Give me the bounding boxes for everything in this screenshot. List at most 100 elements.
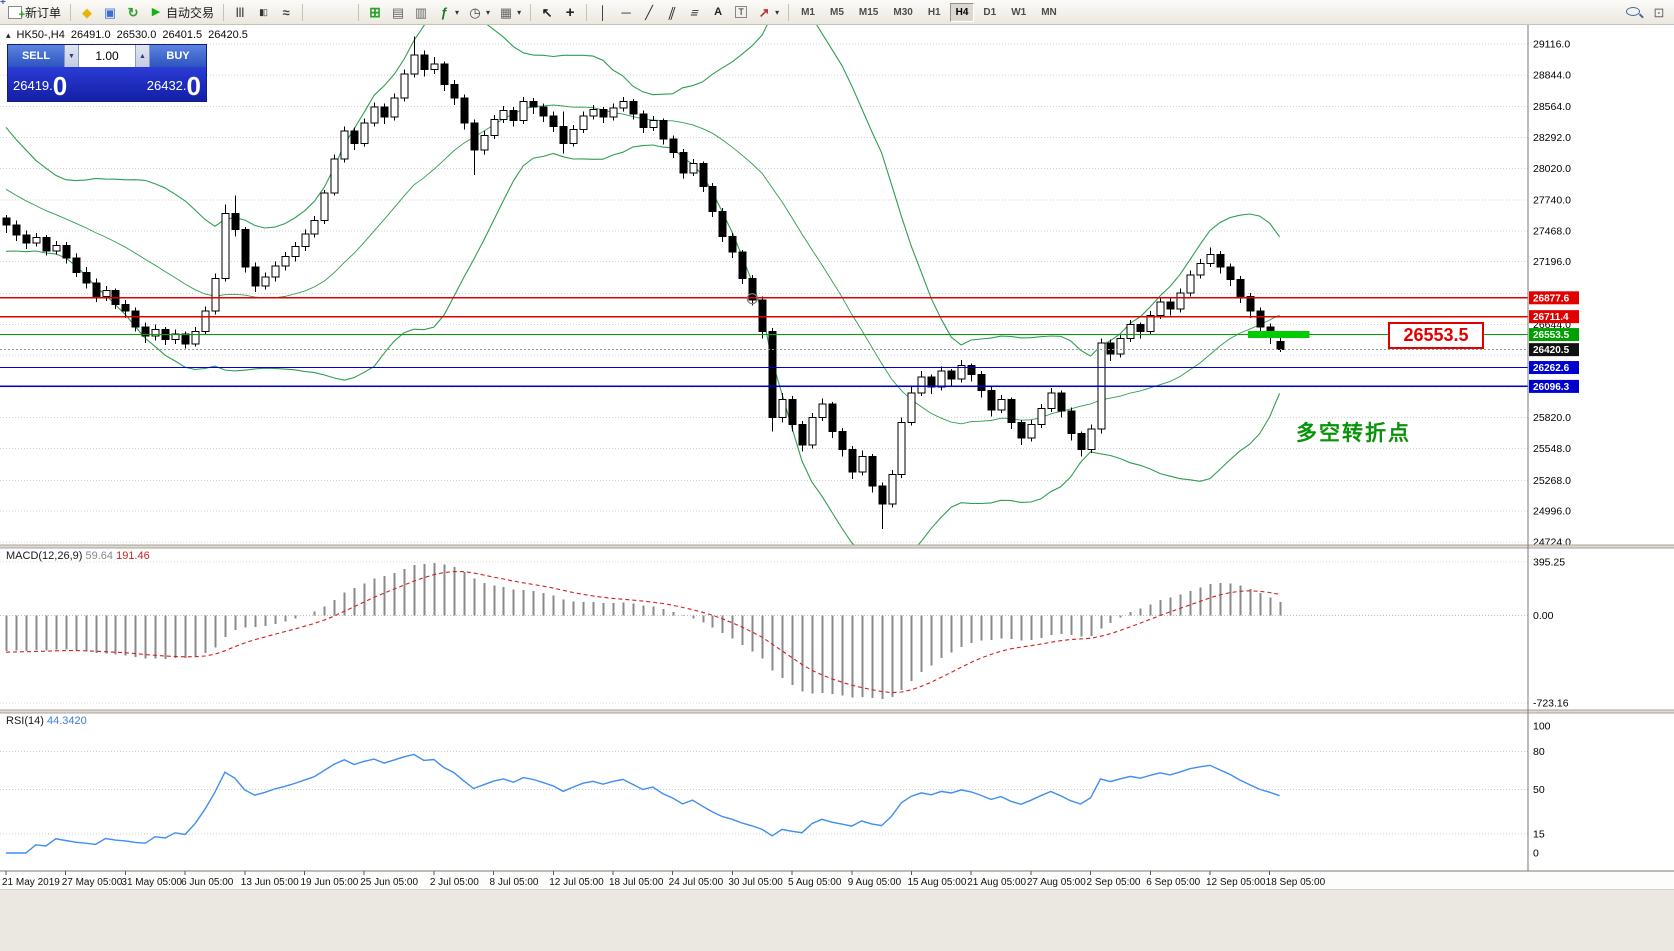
periods-button[interactable] bbox=[464, 2, 494, 23]
svg-text:31 May 05:00: 31 May 05:00 bbox=[121, 877, 182, 888]
candle-chart-button[interactable] bbox=[252, 2, 274, 23]
profiles-button[interactable] bbox=[410, 2, 432, 23]
vertical-line-button[interactable] bbox=[592, 2, 614, 23]
svg-text:21 Aug 05:00: 21 Aug 05:00 bbox=[967, 877, 1026, 888]
svg-text:19 Jun 05:00: 19 Jun 05:00 bbox=[301, 877, 359, 888]
price-tag: 26262.6 bbox=[1529, 361, 1579, 375]
svg-text:30 Jul 05:00: 30 Jul 05:00 bbox=[728, 877, 783, 888]
chevron-down-icon bbox=[517, 8, 521, 17]
turning-point-annotation[interactable]: 多空转折点 bbox=[1296, 422, 1411, 445]
text-icon bbox=[711, 5, 725, 20]
sell-price[interactable]: 26419. 0 bbox=[13, 71, 68, 101]
svg-text:26262.6: 26262.6 bbox=[1533, 363, 1570, 374]
svg-text:8 Jul 05:00: 8 Jul 05:00 bbox=[490, 877, 539, 888]
macd-histogram bbox=[5, 562, 1282, 700]
svg-text:6 Jun 05:00: 6 Jun 05:00 bbox=[181, 877, 234, 888]
svg-text:25 Jun 05:00: 25 Jun 05:00 bbox=[360, 877, 418, 888]
line-chart-button[interactable] bbox=[275, 2, 297, 23]
profiles-icon bbox=[414, 5, 428, 20]
search-button[interactable] bbox=[1621, 2, 1647, 23]
horizontal-line-button[interactable] bbox=[615, 2, 637, 23]
chevron-down-icon bbox=[455, 8, 459, 17]
templates-button[interactable] bbox=[495, 2, 525, 23]
price-tag: 26711.4 bbox=[1529, 310, 1579, 324]
svg-text:18 Sep 05:00: 18 Sep 05:00 bbox=[1266, 877, 1326, 888]
autotrading-button[interactable]: 自动交易 bbox=[145, 2, 218, 23]
chart-background bbox=[0, 25, 1674, 889]
timeframe-m5[interactable]: M5 bbox=[830, 6, 844, 18]
toolbar: 新订单 自动交易 M1 M5 M15 M30 H1 H4 D1 W1 MN bbox=[0, 0, 1674, 25]
periods-icon bbox=[468, 5, 482, 20]
time-axis[interactable]: 21 May 2019 27 May 05:00 31 May 05:00 6 Jun… bbox=[0, 870, 1674, 889]
svg-text:12 Jul 05:00: 12 Jul 05:00 bbox=[549, 877, 604, 888]
new-window-button[interactable] bbox=[1648, 2, 1670, 23]
macd-axis[interactable]: 395.25 0.00 -723.16 bbox=[1533, 557, 1569, 710]
trade-panel-toggle-icon[interactable] bbox=[6, 30, 11, 41]
macd-signal-line bbox=[5, 570, 1280, 694]
timeframe-m30[interactable]: M30 bbox=[893, 6, 913, 18]
refresh-button[interactable] bbox=[122, 2, 144, 23]
indicators-icon bbox=[437, 5, 451, 20]
bar-chart-button[interactable] bbox=[229, 2, 251, 23]
sell-button[interactable]: SELL bbox=[8, 45, 64, 67]
new-chart-button[interactable] bbox=[387, 2, 409, 23]
indicators-button[interactable] bbox=[433, 2, 463, 23]
bollinger-upper-line bbox=[5, 25, 1281, 357]
svg-text:25548.0: 25548.0 bbox=[1533, 443, 1571, 455]
rsi-axis[interactable]: 100 80 50 15 0 bbox=[1533, 721, 1551, 860]
timeframe-w1[interactable]: W1 bbox=[1011, 6, 1027, 18]
new-order-icon bbox=[8, 5, 25, 23]
market-watch-icon bbox=[103, 5, 117, 20]
pane-splitters[interactable] bbox=[0, 544, 1674, 714]
timeframe-mn[interactable]: MN bbox=[1041, 6, 1057, 18]
timeframe-h1[interactable]: H1 bbox=[927, 6, 941, 18]
channel-button[interactable] bbox=[661, 2, 683, 23]
one-click-trade-panel: SELL 1.00 BUY 26419.0 26432.0 bbox=[8, 45, 206, 101]
svg-text:28020.0: 28020.0 bbox=[1533, 163, 1571, 175]
svg-text:5 Aug 05:00: 5 Aug 05:00 bbox=[788, 877, 842, 888]
svg-text:50: 50 bbox=[1533, 784, 1545, 796]
timeframe-m15[interactable]: M15 bbox=[858, 6, 879, 18]
zoom-out-button[interactable] bbox=[331, 2, 353, 23]
price-callout-label[interactable]: 26553.5 bbox=[1388, 322, 1484, 349]
timeframe-m1[interactable]: M1 bbox=[801, 6, 815, 18]
svg-text:27468.0: 27468.0 bbox=[1533, 225, 1571, 237]
metaeditor-button[interactable] bbox=[76, 2, 98, 23]
svg-text:15: 15 bbox=[1533, 828, 1545, 840]
crosshair-icon bbox=[563, 5, 577, 20]
label-button[interactable] bbox=[730, 2, 752, 23]
text-button[interactable] bbox=[707, 2, 729, 23]
svg-text:28564.0: 28564.0 bbox=[1533, 101, 1571, 113]
svg-text:25820.0: 25820.0 bbox=[1533, 412, 1571, 424]
svg-text:395.25: 395.25 bbox=[1533, 557, 1565, 569]
svg-text:80: 80 bbox=[1533, 746, 1545, 758]
search-icon bbox=[1626, 6, 1640, 16]
buy-price[interactable]: 26432. 0 bbox=[146, 71, 201, 101]
chevron-down-icon bbox=[775, 8, 779, 17]
timeframe-d1[interactable]: D1 bbox=[983, 6, 997, 18]
timeframe-h4[interactable]: H4 bbox=[949, 2, 975, 22]
fibonacci-button[interactable] bbox=[684, 2, 706, 23]
volume-decrease-button[interactable] bbox=[64, 45, 79, 67]
market-watch-button[interactable] bbox=[99, 2, 121, 23]
new-order-button-label: 新订单 bbox=[25, 5, 62, 20]
label-icon bbox=[734, 5, 748, 20]
buy-button[interactable]: BUY bbox=[150, 45, 206, 67]
volume-increase-button[interactable] bbox=[135, 45, 150, 67]
chart-ohlc-header: HK50-,H4 26491.0 26530.0 26401.5 26420.5 bbox=[6, 29, 248, 41]
price-tag: 26096.3 bbox=[1529, 379, 1579, 393]
volume-input[interactable]: 1.00 bbox=[79, 45, 135, 67]
trendline-button[interactable] bbox=[638, 2, 660, 23]
autotrading-icon bbox=[149, 5, 163, 20]
crosshair-button[interactable] bbox=[559, 2, 581, 23]
new-window-icon bbox=[1652, 5, 1666, 20]
new-order-button[interactable]: 新订单 bbox=[4, 2, 65, 23]
cursor-button[interactable] bbox=[536, 2, 558, 23]
tile-windows-button[interactable] bbox=[364, 2, 386, 23]
new-chart-icon bbox=[391, 5, 405, 20]
arrows-button[interactable] bbox=[753, 2, 783, 23]
horizontal-levels bbox=[0, 297, 1528, 388]
zoom-in-button[interactable] bbox=[308, 2, 330, 23]
rsi-label: RSI(14) 44.3420 bbox=[6, 715, 87, 727]
